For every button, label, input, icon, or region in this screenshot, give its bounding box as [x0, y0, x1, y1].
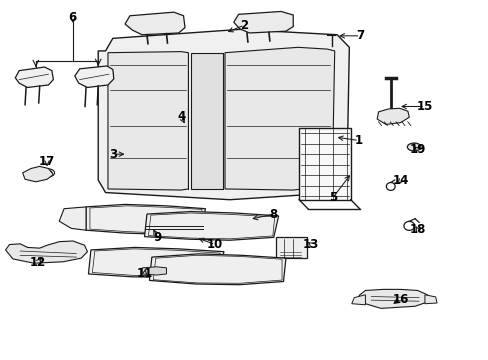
Text: 3: 3 [108, 148, 117, 161]
Polygon shape [144, 212, 278, 240]
Polygon shape [424, 295, 436, 304]
Text: 16: 16 [391, 293, 408, 306]
Text: 8: 8 [269, 208, 277, 221]
Text: 7: 7 [356, 29, 364, 42]
Polygon shape [22, 166, 53, 182]
Text: 1: 1 [354, 134, 363, 147]
Polygon shape [190, 53, 222, 189]
Polygon shape [59, 207, 86, 230]
Text: 18: 18 [408, 223, 425, 236]
Polygon shape [149, 254, 285, 285]
Ellipse shape [407, 143, 420, 151]
FancyBboxPatch shape [275, 237, 306, 258]
Polygon shape [358, 289, 429, 309]
Text: 17: 17 [39, 155, 55, 168]
Polygon shape [15, 67, 53, 87]
Polygon shape [5, 241, 87, 263]
Text: 19: 19 [408, 143, 425, 156]
Polygon shape [233, 12, 293, 33]
Polygon shape [299, 128, 350, 200]
Polygon shape [376, 108, 408, 125]
Polygon shape [75, 66, 114, 87]
Polygon shape [142, 267, 166, 275]
Polygon shape [224, 47, 334, 190]
Polygon shape [88, 247, 224, 278]
Text: 14: 14 [391, 174, 408, 187]
Text: 13: 13 [303, 238, 319, 251]
Text: 11: 11 [136, 267, 152, 280]
Polygon shape [98, 30, 348, 200]
Text: 12: 12 [30, 256, 46, 269]
Text: 5: 5 [328, 191, 337, 204]
Text: 9: 9 [153, 231, 162, 244]
Polygon shape [108, 51, 188, 190]
Polygon shape [351, 295, 365, 305]
Text: 15: 15 [416, 100, 432, 113]
Polygon shape [86, 204, 205, 234]
Text: 4: 4 [177, 110, 185, 123]
Text: 10: 10 [207, 238, 223, 251]
Text: 2: 2 [240, 19, 248, 32]
Text: 6: 6 [69, 12, 77, 24]
Polygon shape [125, 12, 184, 35]
